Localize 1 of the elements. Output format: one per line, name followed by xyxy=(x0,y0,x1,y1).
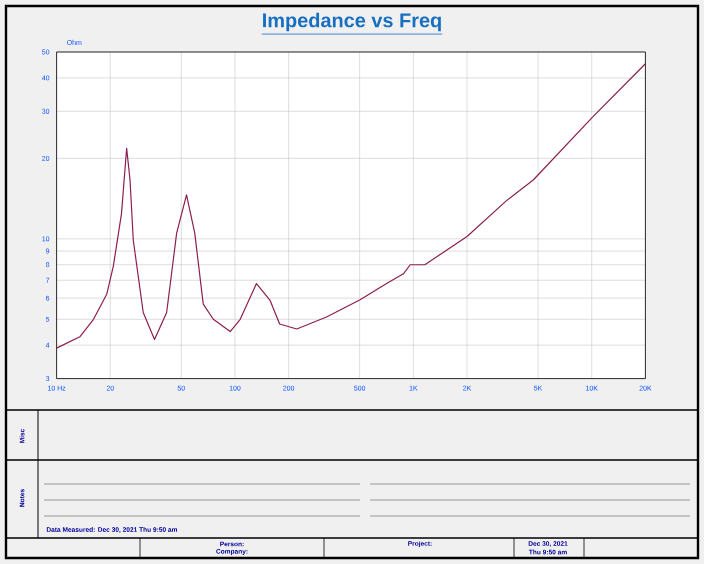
chart-title: Impedance vs Freq xyxy=(263,12,441,32)
